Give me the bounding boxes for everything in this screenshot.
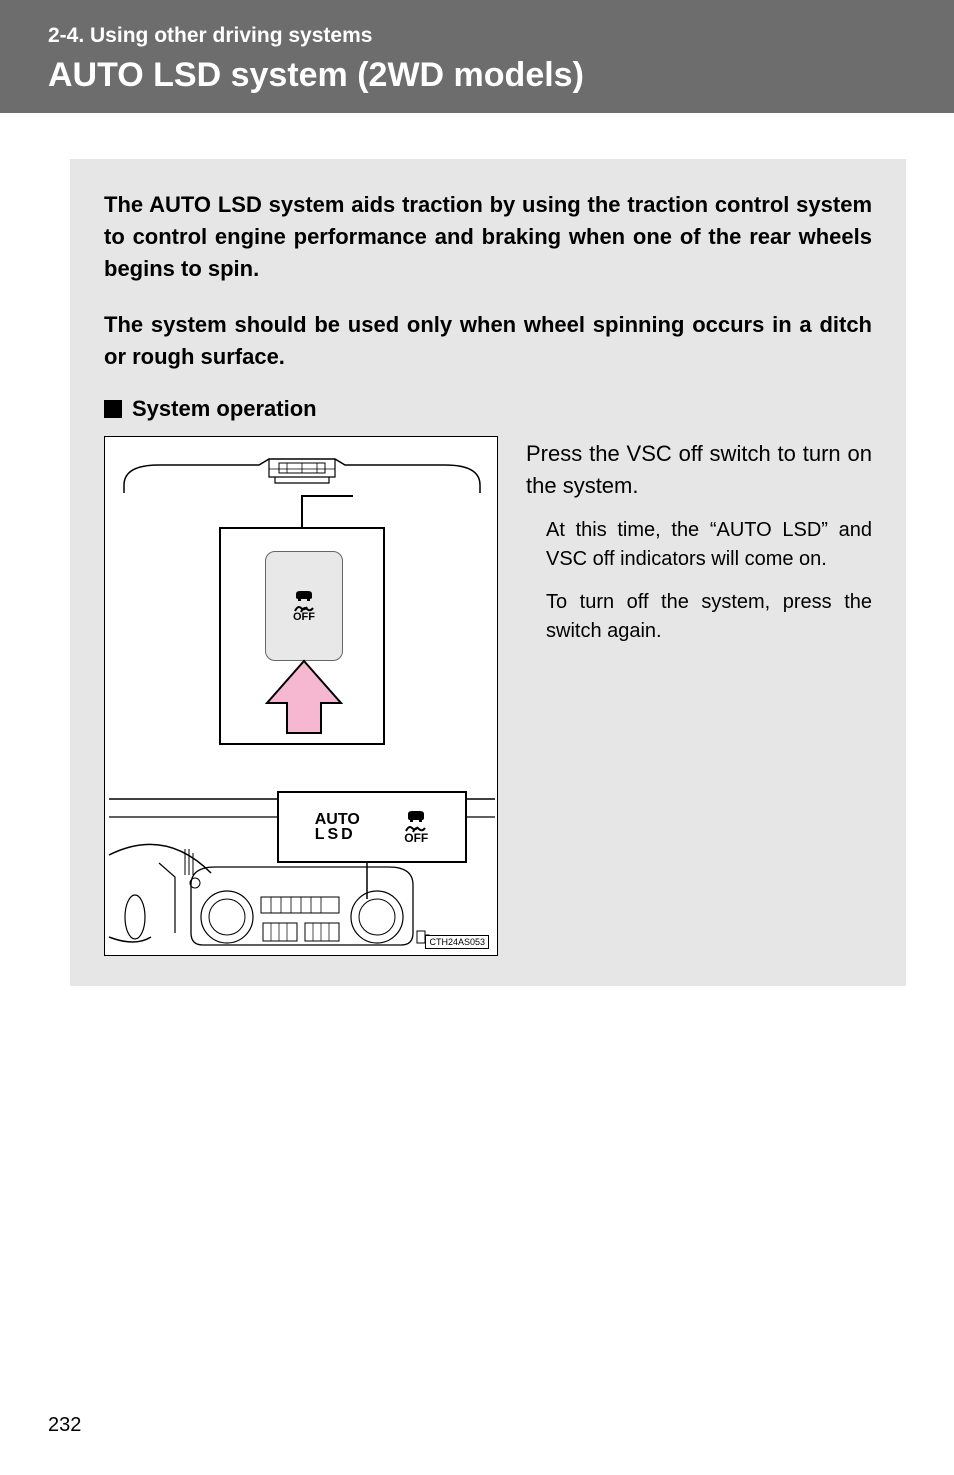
diagram: OFF: [104, 436, 498, 956]
page-title: AUTO LSD system (2WD models): [48, 56, 954, 95]
car-icon: [292, 589, 316, 603]
header-band: 2-4. Using other driving systems AUTO LS…: [0, 0, 954, 113]
auto-text: AUTO: [315, 812, 360, 827]
vsc-switch-panel: OFF: [219, 527, 385, 745]
page-number: 232: [48, 1414, 81, 1437]
intro-paragraph-2: The system should be used only when whee…: [104, 309, 872, 373]
up-arrow-icon: [263, 659, 345, 737]
car-icon: [403, 809, 429, 824]
vsc-off-indicator: OFF: [403, 809, 429, 845]
instruction-sub-2: To turn off the system, press the switch…: [546, 588, 872, 646]
lower-cluster: AUTO LSD OFF: [105, 767, 497, 957]
image-code: CTH24AS053: [425, 935, 489, 949]
subheading: System operation: [132, 396, 317, 422]
callout-line-v: [301, 497, 303, 527]
content-panel: The AUTO LSD system aids traction by usi…: [70, 159, 906, 986]
off-label: OFF: [293, 611, 315, 623]
square-bullet-icon: [104, 400, 122, 418]
off-text: OFF: [404, 831, 428, 845]
auto-lsd-indicator: AUTO LSD: [315, 812, 360, 842]
vsc-off-button: OFF: [265, 551, 343, 661]
callout-line-h: [301, 495, 353, 497]
operation-row: OFF: [104, 436, 872, 956]
instruction-column: Press the VSC off switch to turn on the …: [526, 436, 872, 660]
indicator-callout: AUTO LSD OFF: [277, 791, 467, 863]
lsd-text: LSD: [315, 827, 360, 842]
section-label: 2-4. Using other driving systems: [48, 24, 954, 48]
intro-paragraph-1: The AUTO LSD system aids traction by usi…: [104, 189, 872, 285]
instruction-main: Press the VSC off switch to turn on the …: [526, 438, 872, 502]
instruction-sub-1: At this time, the “AUTO LSD” and VSC off…: [546, 516, 872, 574]
subheading-row: System operation: [104, 396, 872, 422]
